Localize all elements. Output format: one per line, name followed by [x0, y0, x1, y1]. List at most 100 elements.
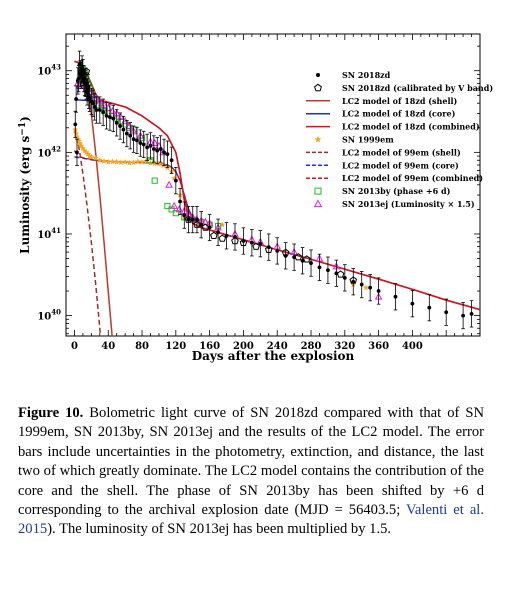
sn2018zd-point [186, 217, 191, 222]
sn2013ej-point [108, 106, 117, 115]
x-axis-label: Days after the explosion [192, 349, 355, 363]
sn1999em-point [92, 154, 99, 161]
sn2018zd-point [135, 138, 139, 143]
sn2018zd-point [131, 137, 136, 142]
sn1999em-point [77, 141, 84, 147]
light-curve-figure: 0 40 80 120 160 200 240 280 320 360 400 1040 1041 104… [18, 33, 493, 363]
sn1999em-point [362, 284, 369, 291]
sn2018zd-point [145, 145, 150, 150]
legend-label: LC2 model of 99em (shell) [342, 147, 461, 157]
x-tick-label: 0 [71, 341, 78, 352]
legend-label: SN 2013ej (Luminosity × 1.5) [342, 199, 475, 209]
tick-labels: 0 40 80 120 160 200 240 280 320 360 400 1040 1041 104… [37, 63, 423, 352]
legend-marker-sn2013ej [313, 199, 323, 208]
legend-label: LC2 model of 18zd (shell) [342, 96, 458, 106]
sn2018zd-point [111, 116, 116, 121]
sn2018zd-point [342, 275, 347, 280]
sn2018zd-point [368, 285, 373, 290]
caption-citation-link[interactable]: Valenti et al. 2015 [18, 502, 484, 538]
sn1999em-point [122, 158, 129, 165]
sn2018zd-point [317, 265, 322, 270]
legend-label: SN 2018zd (calibrated by V band) [342, 83, 493, 93]
sn2018zd-point [104, 113, 109, 118]
legend-marker-sn1999em [314, 135, 322, 143]
sn2018zd-point [300, 258, 305, 263]
x-tick-label: 40 [101, 341, 115, 352]
sn2018zd-calibrated-point [349, 276, 358, 284]
x-tick-label: 400 [402, 341, 423, 352]
sn2018zd-point [141, 142, 146, 147]
plot-area [72, 50, 480, 336]
sn2018zd-point [469, 311, 474, 316]
sn2018zd-point [92, 105, 97, 109]
sn2018zd-calibrated-point [210, 231, 218, 239]
sn2018zd-point [224, 233, 229, 238]
sn2018zd-point [151, 147, 156, 151]
sn2018zd-calibrated-point [252, 242, 260, 250]
sn2018zd-point [101, 110, 106, 115]
y-tick-label: 1040 [37, 308, 61, 323]
sn1999em-point [117, 159, 124, 166]
sn1999em-point [130, 159, 137, 166]
sn2018zd-point [178, 199, 182, 204]
sn2018zd-point [266, 245, 271, 250]
sn1999em-point [113, 158, 120, 165]
legend-label: LC2 model of 18zd (core) [342, 109, 456, 119]
sn2018zd-point [87, 96, 92, 101]
sn2013ej-point [170, 201, 178, 209]
sn1999em-point [139, 158, 146, 165]
sn2018zd-point [249, 240, 254, 245]
sn2018zd-point [427, 305, 432, 310]
sn2018zd-point [91, 101, 95, 106]
sn1999em-point [101, 158, 108, 164]
model-99em-shell-line [73, 129, 102, 336]
sn2018zd-point [108, 115, 112, 120]
sn1999em-point [88, 153, 95, 160]
x-tick-label: 320 [334, 341, 355, 352]
sn2018zd-point [393, 294, 398, 299]
sn1999em-point [134, 158, 141, 165]
caption-label: Figure 10. [18, 405, 84, 421]
sn2018zd-point [461, 313, 466, 318]
sn2018zd-point [128, 133, 133, 138]
sn2018zd-point [121, 127, 126, 132]
sn2018zd-point [182, 213, 187, 218]
x-tick-label: 160 [199, 341, 220, 352]
sn2018zd-point [124, 131, 129, 136]
sn2018zd-calibrated-point [184, 215, 193, 223]
sn2018zd-calibrated-point [218, 234, 227, 242]
sn1999em-point [171, 175, 178, 181]
x-tick-label: 240 [267, 341, 288, 352]
caption-text-2: ). The luminosity of SN 2013ej has been … [47, 521, 392, 538]
sn2013by-point [122, 121, 129, 128]
legend-label: SN 1999em [342, 135, 394, 145]
x-tick-label: 200 [233, 341, 254, 352]
sn2013ej-point [125, 121, 134, 129]
y-tick-label: 1042 [37, 144, 61, 159]
x-tick-label: 120 [165, 341, 186, 352]
x-tick-label: 80 [135, 341, 149, 352]
sn2013ej-point [165, 180, 173, 188]
sn2013ej-point [175, 205, 184, 213]
sn2018zd-point [155, 148, 160, 153]
sn2018zd-calibrated-point [193, 220, 201, 228]
sn2018zd-calibrated-point [281, 248, 290, 256]
axis-ticks [66, 34, 481, 336]
sn2018zd-calibrated-point [303, 255, 311, 263]
sn2018zd-point [118, 124, 122, 128]
sn2018zd-calibrated-point [231, 236, 239, 245]
sn2018zd-point [75, 150, 79, 155]
legend-label: LC2 model of 99em (combined) [342, 173, 483, 183]
sn1999em-point [105, 158, 112, 165]
legend-label: LC2 model of 18zd (combined) [342, 122, 480, 132]
caption-text-1: Bolometric light curve of SN 2018zd comp… [18, 405, 484, 519]
sn2018zd-calibrated-point [201, 223, 210, 231]
sn2018zd-point [195, 217, 199, 222]
sn2018zd-calibrated-point [82, 67, 91, 75]
sn2018zd-point [97, 108, 102, 112]
y-tick-label: 1043 [37, 63, 61, 78]
sn1999em-point [78, 142, 85, 149]
sn1999em-point [126, 159, 133, 166]
sn2013ej-point [150, 138, 159, 146]
sn2018zd-point [444, 310, 449, 315]
